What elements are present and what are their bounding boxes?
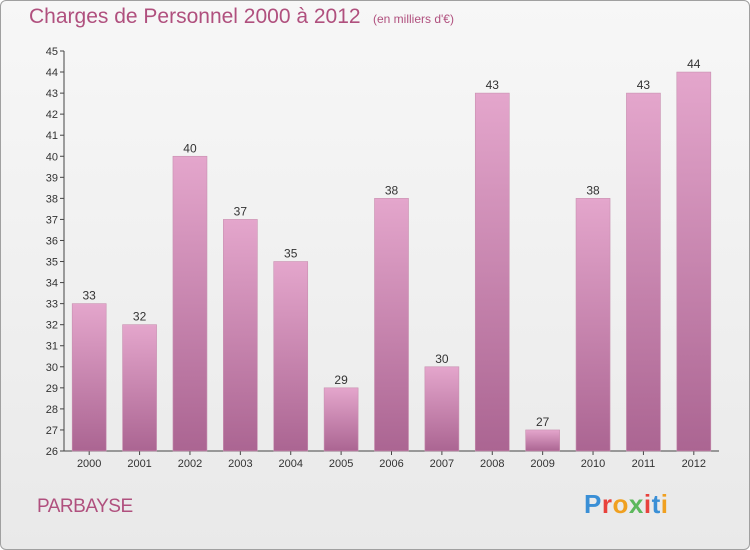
x-tick-label-2012: 2012 <box>682 458 706 470</box>
y-tick-label: 31 <box>46 341 58 353</box>
x-tick-label-2002: 2002 <box>178 458 202 470</box>
data-label-2011: 43 <box>637 78 651 92</box>
bar-2009 <box>525 429 560 452</box>
x-tick-label-2006: 2006 <box>379 458 403 470</box>
bar-2012 <box>676 71 712 452</box>
y-tick-label: 42 <box>46 109 58 121</box>
logo-letter: o <box>612 489 629 519</box>
bar-2002 <box>172 155 208 452</box>
bar-2008 <box>474 92 510 452</box>
logo-letter: i <box>643 489 652 519</box>
data-label-2000: 33 <box>83 289 97 303</box>
x-tick-label-2004: 2004 <box>278 458 302 470</box>
data-label-2001: 32 <box>133 310 147 324</box>
data-label-2005: 29 <box>334 373 348 387</box>
x-tick-label-2001: 2001 <box>127 458 151 470</box>
bar-2011 <box>626 92 661 452</box>
y-tick-label: 33 <box>46 299 58 311</box>
logo-letter: P <box>584 489 602 519</box>
y-tick-label: 37 <box>46 214 58 226</box>
commune-name: PARBAYSE <box>37 496 133 517</box>
bar-2001 <box>122 324 157 452</box>
bars <box>71 71 712 452</box>
chart-title: Charges de Personnel 2000 à 2012 <box>29 5 361 28</box>
bar-2000 <box>71 303 107 452</box>
data-label-2003: 37 <box>234 204 248 218</box>
data-label-2008: 43 <box>486 78 500 92</box>
y-tick-label: 35 <box>46 257 58 269</box>
bar-2006 <box>374 198 409 452</box>
logo-letter: i <box>660 489 669 519</box>
y-tick-label: 26 <box>46 446 58 458</box>
logo-letter: x <box>628 489 644 519</box>
x-tick-label-2000: 2000 <box>77 458 101 470</box>
data-label-2007: 30 <box>435 352 449 366</box>
y-tick-label: 44 <box>46 67 58 79</box>
y-tick-label: 36 <box>46 235 58 247</box>
x-tick-label-2003: 2003 <box>228 458 252 470</box>
logo-letter: r <box>601 489 613 519</box>
data-label-2010: 38 <box>586 183 600 197</box>
bar-2003 <box>223 219 258 452</box>
x-tick-label-2005: 2005 <box>329 458 353 470</box>
proxiti-logo: Proxiti <box>584 489 668 520</box>
y-tick-label: 27 <box>46 425 58 437</box>
data-label-2004: 35 <box>284 247 298 261</box>
x-tick-label-2010: 2010 <box>581 458 605 470</box>
data-label-2012: 44 <box>687 57 701 71</box>
y-tick-label: 40 <box>46 151 58 163</box>
x-tick-label-2009: 2009 <box>530 458 554 470</box>
x-tick-label-2007: 2007 <box>430 458 454 470</box>
bar-2004 <box>273 261 309 452</box>
y-tick-label: 39 <box>46 172 58 184</box>
y-tick-label: 29 <box>46 383 58 395</box>
y-tick-label: 41 <box>46 130 58 142</box>
y-tick-label: 30 <box>46 362 58 374</box>
y-tick-label: 45 <box>46 46 58 58</box>
y-tick-label: 38 <box>46 193 58 205</box>
chart-subtitle: (en milliers d'€) <box>373 12 454 26</box>
y-tick-label: 43 <box>46 88 58 100</box>
data-labels: 33 32 40 37 35 29 38 30 43 27 38 43 44 <box>83 57 701 429</box>
logo-letter: t <box>651 489 661 519</box>
y-tick-label: 34 <box>46 278 58 290</box>
y-tick-label: 32 <box>46 320 58 332</box>
x-tick-label-2011: 2011 <box>632 458 656 470</box>
y-tick-label: 28 <box>46 404 58 416</box>
data-label-2006: 38 <box>385 183 399 197</box>
data-label-2002: 40 <box>183 141 197 155</box>
bar-2007 <box>424 366 460 452</box>
bar-2010 <box>575 198 611 452</box>
data-label-2009: 27 <box>536 415 550 429</box>
x-tick-label-2008: 2008 <box>480 458 504 470</box>
bar-2005 <box>323 387 359 452</box>
